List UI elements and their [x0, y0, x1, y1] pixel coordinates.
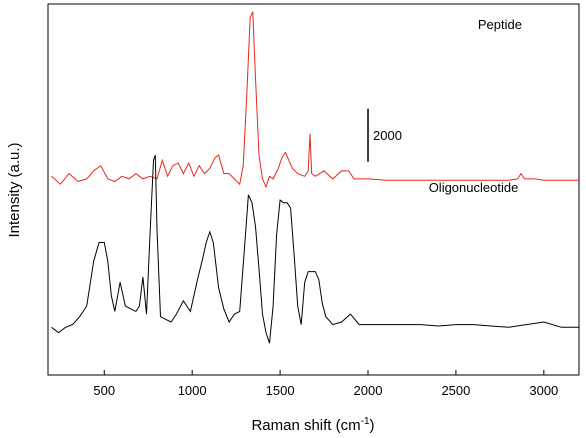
x-tick-label: 2000	[354, 383, 383, 398]
x-tick-label: 500	[93, 383, 115, 398]
x-tick-label: 3000	[529, 383, 558, 398]
series-label-oligonucleotide: Oligonucleotide	[429, 180, 519, 195]
x-tick-label: 1000	[178, 383, 207, 398]
x-axis-ticks	[103, 370, 545, 375]
series-line-peptide	[51, 11, 579, 189]
y-axis-title: Intensity (a.u.)	[6, 142, 23, 237]
scale-bar-label: 2000	[373, 128, 402, 143]
x-tick-label: 2500	[441, 383, 470, 398]
x-axis-title-suffix: )	[370, 417, 375, 434]
plot-frame	[47, 3, 580, 376]
x-axis-title: Raman shift (cm-1)	[251, 416, 374, 434]
series-label-peptide: Peptide	[478, 17, 522, 32]
x-axis-title-main: Raman shift (cm	[251, 417, 360, 434]
x-tick-label: 1500	[266, 383, 295, 398]
x-axis-title-superscript: -1	[361, 416, 370, 427]
series-line-oligonucleotide	[51, 154, 579, 344]
x-axis-tick-labels: 500 1000 1500 2000 2500 3000	[93, 383, 558, 398]
